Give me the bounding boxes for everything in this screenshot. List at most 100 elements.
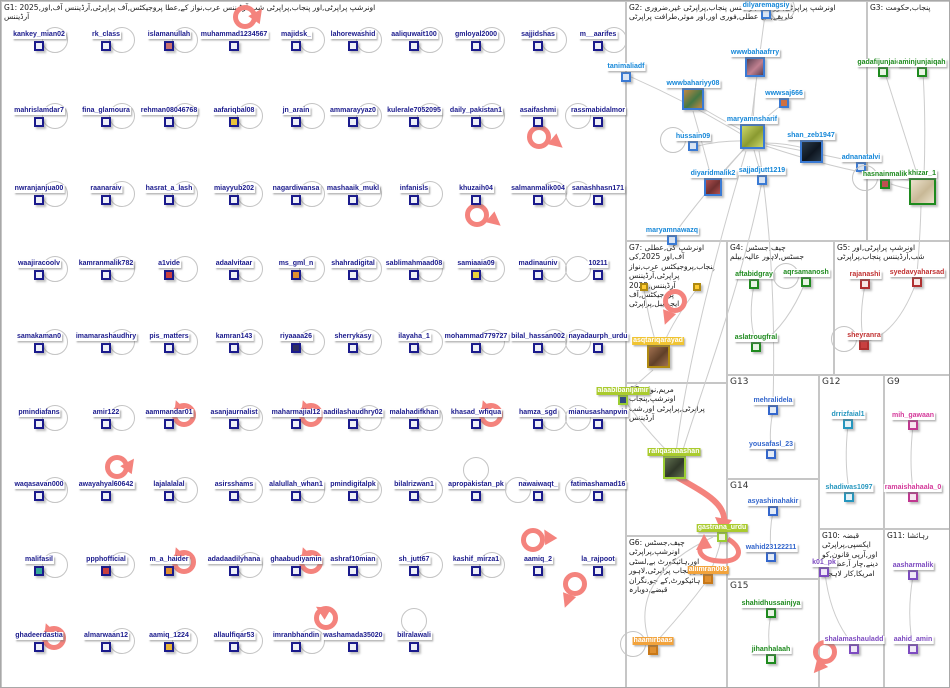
node-avatar[interactable] (533, 195, 543, 205)
node-avatar[interactable] (34, 270, 44, 280)
node-avatar[interactable] (348, 117, 358, 127)
node-avatar-photo[interactable] (662, 456, 686, 479)
node-avatar[interactable] (908, 492, 918, 502)
node-avatar[interactable] (229, 117, 239, 127)
node-avatar[interactable] (533, 419, 543, 429)
node-avatar[interactable] (593, 270, 603, 280)
node-avatar[interactable] (860, 279, 870, 289)
node-avatar[interactable] (101, 343, 111, 353)
node-avatar-photo[interactable] (682, 88, 704, 110)
node-avatar[interactable] (164, 642, 174, 652)
node-avatar[interactable] (348, 270, 358, 280)
node-avatar[interactable] (533, 566, 543, 576)
node-avatar[interactable] (766, 449, 776, 459)
node-avatar[interactable] (819, 567, 829, 577)
node-avatar[interactable] (409, 566, 419, 576)
node-avatar[interactable] (291, 41, 301, 51)
node-avatar[interactable] (348, 419, 358, 429)
node-avatar[interactable] (593, 419, 603, 429)
node-avatar[interactable] (409, 642, 419, 652)
node-avatar[interactable] (348, 642, 358, 652)
node-avatar[interactable] (409, 195, 419, 205)
node-avatar[interactable] (667, 235, 677, 245)
node-avatar[interactable] (229, 491, 239, 501)
node-avatar[interactable] (229, 343, 239, 353)
node-avatar[interactable] (878, 67, 888, 77)
node-avatar[interactable] (409, 41, 419, 51)
node-avatar[interactable] (164, 41, 174, 51)
node-avatar[interactable] (409, 491, 419, 501)
node-avatar[interactable] (471, 419, 481, 429)
node-avatar[interactable] (766, 552, 776, 562)
node-avatar[interactable] (471, 566, 481, 576)
node-avatar[interactable] (101, 117, 111, 127)
node-avatar[interactable] (908, 570, 918, 580)
node-avatar[interactable] (749, 279, 759, 289)
node-avatar[interactable] (164, 419, 174, 429)
node-avatar[interactable] (409, 117, 419, 127)
node-avatar[interactable] (533, 270, 543, 280)
node-avatar[interactable] (34, 491, 44, 501)
node-avatar[interactable] (291, 195, 301, 205)
node-avatar[interactable] (229, 419, 239, 429)
node-avatar[interactable] (409, 343, 419, 353)
node-avatar[interactable] (348, 41, 358, 51)
node-avatar[interactable] (164, 117, 174, 127)
node-avatar[interactable] (533, 343, 543, 353)
node-avatar[interactable] (593, 117, 603, 127)
node-avatar[interactable] (34, 419, 44, 429)
node-avatar[interactable] (593, 491, 603, 501)
node-avatar[interactable] (164, 195, 174, 205)
node-avatar[interactable] (471, 270, 481, 280)
node-avatar[interactable] (768, 506, 778, 516)
node-avatar[interactable] (703, 574, 713, 584)
node-avatar[interactable] (348, 195, 358, 205)
node-avatar[interactable] (779, 98, 789, 108)
node-avatar[interactable] (101, 270, 111, 280)
node-avatar[interactable] (101, 491, 111, 501)
node-avatar[interactable] (761, 9, 771, 19)
node-avatar[interactable] (34, 195, 44, 205)
node-avatar-photo[interactable] (646, 345, 670, 368)
node-avatar[interactable] (164, 566, 174, 576)
node-avatar-photo[interactable] (704, 178, 722, 196)
node-avatar[interactable] (291, 270, 301, 280)
node-avatar[interactable] (640, 283, 648, 291)
node-avatar[interactable] (471, 41, 481, 51)
node-avatar[interactable] (533, 117, 543, 127)
node-avatar[interactable] (34, 566, 44, 576)
node-avatar[interactable] (757, 175, 767, 185)
node-avatar[interactable] (593, 41, 603, 51)
node-avatar[interactable] (766, 654, 776, 664)
node-avatar[interactable] (291, 117, 301, 127)
node-avatar[interactable] (291, 343, 301, 353)
node-avatar[interactable] (593, 343, 603, 353)
node-avatar[interactable] (348, 566, 358, 576)
node-avatar[interactable] (348, 491, 358, 501)
node-avatar[interactable] (880, 179, 890, 189)
node-avatar[interactable] (471, 195, 481, 205)
node-avatar[interactable] (844, 492, 854, 502)
node-avatar[interactable] (34, 343, 44, 353)
node-avatar[interactable] (409, 419, 419, 429)
node-avatar[interactable] (164, 491, 174, 501)
node-avatar[interactable] (101, 642, 111, 652)
node-avatar[interactable] (801, 277, 811, 287)
node-avatar[interactable] (621, 72, 631, 82)
node-avatar[interactable] (688, 141, 698, 151)
node-avatar[interactable] (648, 645, 658, 655)
node-avatar[interactable] (291, 642, 301, 652)
node-avatar[interactable] (849, 644, 859, 654)
node-avatar[interactable] (34, 117, 44, 127)
node-avatar[interactable] (533, 41, 543, 51)
node-avatar[interactable] (101, 419, 111, 429)
node-avatar[interactable] (843, 419, 853, 429)
node-avatar[interactable] (291, 419, 301, 429)
node-avatar[interactable] (593, 195, 603, 205)
node-avatar[interactable] (908, 420, 918, 430)
node-avatar[interactable] (859, 340, 869, 350)
node-avatar[interactable] (912, 277, 922, 287)
node-avatar[interactable] (533, 491, 543, 501)
node-avatar[interactable] (471, 343, 481, 353)
